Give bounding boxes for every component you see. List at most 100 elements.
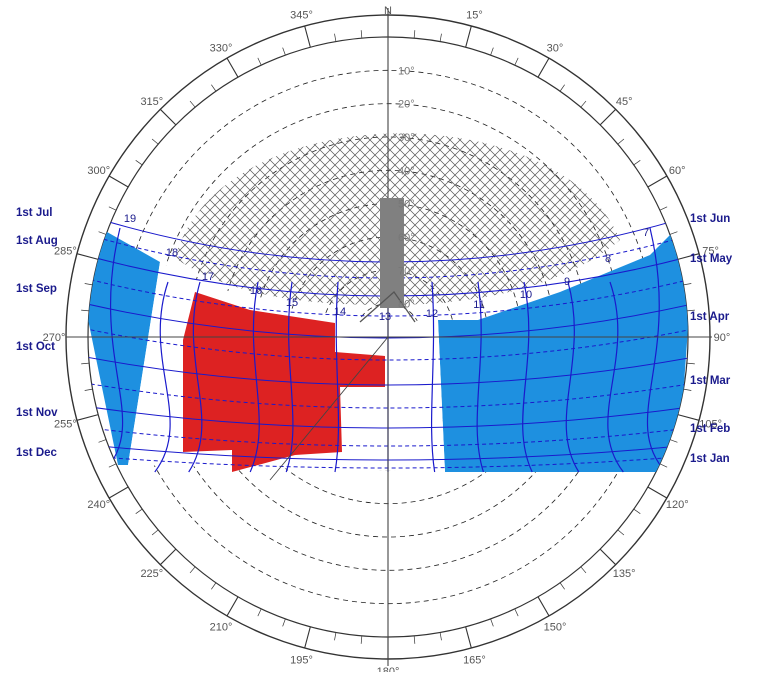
azimuth-label: 270° bbox=[43, 332, 66, 344]
azimuth-label: 165° bbox=[463, 655, 486, 667]
azimuth-tick bbox=[669, 231, 678, 235]
obstruction bbox=[359, 198, 416, 323]
azimuth-label: 300° bbox=[87, 165, 110, 177]
altitude-label: 40° bbox=[398, 165, 415, 177]
azimuth-tick bbox=[599, 108, 617, 126]
date-arc bbox=[88, 353, 688, 386]
month-label-right: 1st Feb bbox=[690, 423, 730, 435]
month-label-left: 1st Aug bbox=[16, 235, 58, 247]
date-arc bbox=[88, 442, 688, 461]
azimuth-tick bbox=[537, 57, 550, 78]
altitude-labels: 10° 20° 30° 40° 50° 60° 70° 80° bbox=[398, 65, 415, 310]
azimuth-tick bbox=[304, 25, 311, 48]
azimuth-label: 180° bbox=[377, 666, 400, 672]
hour-label: 15 bbox=[286, 297, 298, 309]
azimuth-tick bbox=[659, 463, 668, 468]
azimuth-tick bbox=[465, 25, 472, 48]
altitude-label: 60° bbox=[398, 232, 415, 244]
azimuth-label: 330° bbox=[210, 43, 233, 55]
azimuth-tick bbox=[211, 582, 217, 590]
month-label-left: 1st Dec bbox=[16, 447, 58, 459]
azimuth-tick bbox=[580, 100, 587, 108]
azimuth-tick bbox=[647, 486, 668, 499]
azimuth-tick bbox=[282, 618, 286, 627]
azimuth-tick bbox=[465, 626, 472, 649]
hour-curve bbox=[565, 281, 580, 473]
date-arc bbox=[88, 299, 688, 339]
month-label-right: 1st Jan bbox=[690, 453, 730, 465]
azimuth-tick bbox=[683, 388, 692, 391]
azimuth-label: 210° bbox=[210, 621, 233, 633]
azimuth-tick bbox=[98, 231, 107, 235]
azimuth-tick bbox=[617, 529, 625, 536]
azimuth-tick bbox=[439, 33, 442, 42]
hour-curve bbox=[334, 281, 340, 473]
hour-curve bbox=[103, 227, 124, 473]
azimuth-tick bbox=[257, 57, 262, 66]
azimuth-tick bbox=[108, 206, 117, 211]
obstruction-bar bbox=[380, 198, 404, 308]
month-label-left: 1st Sep bbox=[16, 283, 57, 295]
azimuth-tick bbox=[159, 548, 177, 566]
azimuth-label: 30° bbox=[547, 43, 564, 55]
axes bbox=[66, 8, 712, 666]
azimuth-label: 120° bbox=[666, 499, 689, 511]
hour-curve bbox=[522, 281, 533, 473]
azimuth-tick bbox=[108, 486, 129, 499]
azimuth-tick bbox=[514, 57, 519, 66]
azimuth-tick bbox=[189, 100, 196, 108]
azimuth-label: 135° bbox=[613, 568, 636, 580]
azimuth-tick bbox=[334, 33, 337, 42]
azimuth-tick bbox=[677, 414, 700, 421]
month-label-left: 1st Nov bbox=[16, 407, 58, 419]
hour-labels: 19 18 17 16 15 14 13 12 11 10 9 8 7 bbox=[124, 213, 649, 323]
blue-band-right bbox=[438, 225, 688, 472]
azimuth-tick bbox=[189, 566, 196, 574]
hour-label: 11 bbox=[473, 299, 484, 311]
altitude-label: 50° bbox=[398, 199, 415, 211]
azimuth-tick bbox=[490, 47, 494, 56]
hour-curve bbox=[154, 281, 171, 473]
azimuth-tick bbox=[76, 253, 99, 260]
month-labels: 1st Jul 1st Aug 1st Sep 1st Oct 1st Nov 1st D… bbox=[16, 207, 733, 465]
azimuth-label: 195° bbox=[290, 655, 313, 667]
azimuth-tick bbox=[151, 138, 159, 145]
azimuth-tick bbox=[282, 47, 286, 56]
hour-label: 17 bbox=[202, 271, 214, 283]
month-label-right: 1st Apr bbox=[690, 311, 730, 323]
azimuth-tick bbox=[413, 30, 416, 39]
azimuth-tick bbox=[108, 463, 117, 468]
azimuth-tick bbox=[413, 635, 416, 644]
azimuth-tick bbox=[439, 632, 442, 641]
azimuth-labels: 15° 30° 45° 60° 75° 90° 105° 120° 135° 150° 165° 18… bbox=[43, 9, 731, 677]
hour-curve bbox=[285, 281, 294, 473]
azimuth-tick bbox=[677, 253, 700, 260]
sun-path-grid bbox=[88, 209, 688, 473]
azimuth-label: 75° bbox=[702, 246, 719, 258]
azimuth-tick bbox=[559, 84, 565, 92]
azimuth-label: 45° bbox=[616, 96, 633, 108]
hour-curve bbox=[249, 281, 260, 473]
month-label-right: 1st Mar bbox=[690, 375, 731, 387]
azimuth-label: 285° bbox=[54, 246, 77, 258]
hour-curve bbox=[188, 281, 203, 473]
blue-band-left bbox=[88, 228, 160, 465]
azimuth-tick bbox=[360, 635, 363, 644]
azimuth-tick bbox=[108, 175, 129, 188]
azimuth-tick bbox=[647, 175, 668, 188]
azimuth-tick bbox=[84, 283, 93, 286]
date-arc bbox=[88, 454, 688, 469]
azimuth-label: 150° bbox=[544, 621, 567, 633]
azimuth-label: 240° bbox=[87, 499, 110, 511]
azimuth-tick bbox=[334, 632, 337, 641]
hour-label: 16 bbox=[250, 285, 262, 297]
azimuth-tick bbox=[686, 362, 695, 365]
azimuth-tick bbox=[226, 596, 239, 617]
altitude-label: 10° bbox=[398, 65, 415, 77]
azimuth-tick bbox=[135, 160, 143, 166]
azimuth-tick bbox=[559, 582, 565, 590]
azimuth-tick bbox=[633, 160, 641, 166]
hour-label: 18 bbox=[166, 247, 178, 259]
azimuth-tick bbox=[304, 626, 311, 649]
